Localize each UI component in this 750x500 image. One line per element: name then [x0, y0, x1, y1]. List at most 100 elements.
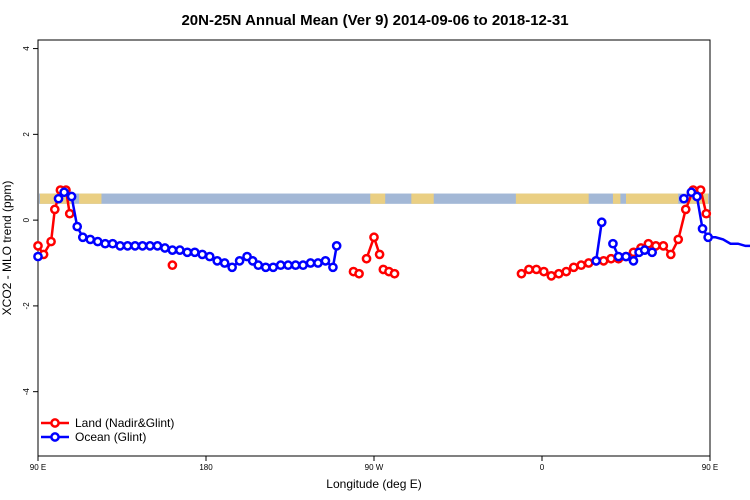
chart-title: 20N-25N Annual Mean (Ver 9) 2014-09-06 t…: [181, 12, 568, 29]
data-point: [49, 204, 60, 215]
y-tick-label: 2: [22, 132, 31, 137]
data-point: [253, 260, 264, 271]
data-point: [703, 232, 713, 243]
data-point: [85, 234, 96, 245]
legend-marker: [50, 418, 60, 428]
data-point: [275, 260, 286, 271]
data-point: [33, 251, 43, 262]
data-point: [72, 221, 83, 232]
data-point: [647, 247, 657, 258]
data-point: [608, 238, 618, 249]
data-point: [305, 258, 316, 268]
y-tick-label: 4: [22, 46, 31, 51]
data-point: [130, 241, 140, 251]
data-point: [701, 208, 712, 219]
data-point: [46, 236, 56, 247]
data-point: [313, 258, 323, 268]
data-point: [234, 256, 245, 266]
legend-label: Ocean (Glint): [75, 430, 146, 444]
data-point: [122, 241, 133, 251]
data-point: [92, 236, 103, 247]
data-point: [639, 245, 650, 255]
data-point: [283, 260, 293, 271]
data-point: [160, 243, 170, 253]
y-axis-label: XCO2 - MLO trend (ppm): [0, 181, 14, 316]
data-point: [531, 264, 542, 275]
data-point: [354, 268, 364, 279]
map-land: [411, 193, 434, 204]
x-tick-label: 90 E: [30, 463, 46, 472]
data-point: [673, 234, 684, 245]
data-point: [680, 204, 691, 215]
data-point: [197, 249, 208, 260]
data-point: [320, 256, 331, 266]
y-tick-label: -2: [22, 302, 31, 310]
data-point: [227, 262, 237, 273]
map-land: [515, 193, 589, 204]
data-point: [290, 260, 301, 271]
data-point: [64, 208, 75, 219]
legend: Land (Nadir&Glint)Ocean (Glint): [41, 416, 174, 444]
map-band: [39, 193, 709, 204]
data-point: [107, 238, 118, 249]
data-point: [298, 260, 308, 271]
data-point: [598, 256, 609, 266]
data-point: [100, 238, 111, 249]
map-land: [79, 193, 102, 204]
data-point: [628, 256, 639, 266]
data-point: [328, 262, 338, 273]
data-point: [591, 256, 601, 266]
x-tick-label: 180: [199, 463, 213, 472]
y-tick-label: 0: [22, 217, 31, 222]
data-point: [77, 232, 88, 243]
data-point: [189, 247, 200, 258]
data-point: [167, 260, 178, 271]
data-point: [53, 193, 64, 204]
data-point: [374, 249, 385, 260]
data-point: [596, 217, 607, 228]
data-point: [167, 245, 178, 255]
x-axis-label: Longitude (deg E): [326, 477, 421, 491]
data-point: [539, 266, 549, 277]
map-land: [626, 193, 679, 204]
x-tick-label: 90 W: [365, 463, 384, 472]
series-line-1: [594, 222, 603, 262]
map-land: [370, 193, 386, 204]
x-axis: 90 E 180 90 W 0 90 E: [30, 456, 718, 472]
data-point: [546, 271, 557, 281]
data-point: [583, 258, 594, 268]
data-point: [182, 247, 193, 258]
legend-label: Land (Nadir&Glint): [75, 416, 174, 430]
data-point: [115, 241, 125, 251]
x-tick-label: 90 E: [702, 463, 718, 472]
data-point: [621, 251, 631, 262]
data-point: [516, 268, 527, 279]
y-axis: 4 2 0 -2 -4: [22, 46, 38, 395]
map-land: [612, 193, 621, 204]
data-point: [361, 253, 372, 264]
data-point: [553, 268, 564, 279]
data-point: [576, 260, 587, 271]
data-point: [697, 223, 708, 234]
data-point: [33, 241, 43, 251]
data-point: [369, 232, 379, 243]
y-tick-label: -4: [22, 388, 31, 396]
data-point: [212, 256, 223, 266]
data-point: [219, 258, 230, 268]
data-point: [561, 266, 572, 277]
data-point: [145, 241, 155, 251]
data-point: [692, 191, 702, 202]
data-point: [66, 191, 77, 202]
data-point: [665, 249, 676, 260]
data-point: [658, 241, 669, 251]
data-point: [568, 262, 579, 273]
legend-marker: [50, 432, 60, 442]
data-point: [613, 251, 624, 262]
data-point: [59, 187, 69, 198]
data-point: [204, 251, 215, 262]
data-point: [331, 241, 342, 251]
data-point: [152, 241, 163, 251]
data-point: [175, 245, 185, 255]
data-point: [679, 193, 689, 204]
